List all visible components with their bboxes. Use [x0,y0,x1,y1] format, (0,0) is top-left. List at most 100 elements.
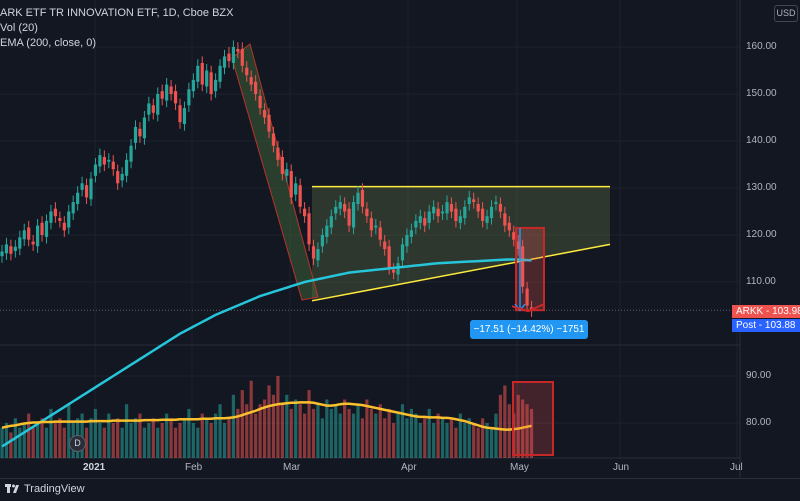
ticker-price-tag: ARKK - 103.98 [732,305,800,318]
candle-body [178,105,182,123]
candle-body [409,230,413,237]
volume-bar [356,404,360,458]
candle-body [303,208,307,217]
chart-legend: ARK ETF TR INNOVATION ETF, 1D, Cboe BZX … [0,6,234,51]
candle-body [512,232,516,240]
volume-bar [156,427,160,458]
volume-bar [169,418,173,458]
volume-bar [507,404,511,458]
candle-body [58,218,62,221]
candle-body [0,251,4,257]
candle-body [89,178,93,200]
volume-bar [67,404,71,458]
volume-bar [485,423,489,458]
volume-bar [325,399,329,458]
candle-body [98,155,102,167]
candle-body [436,208,440,217]
volume-bar [329,408,333,458]
candle-body [18,237,22,249]
candle-body [360,189,365,207]
volume-bar [178,423,182,458]
volume-bar [151,418,155,458]
volume-bar [142,427,146,458]
volume-bar [494,413,498,458]
candle-body [494,202,498,204]
candle-body [31,241,35,245]
volume-bar [400,404,405,458]
candle-body [356,192,360,204]
candle-body [53,208,57,217]
footer-brand[interactable]: TradingView [24,483,85,495]
candle-body [396,263,400,275]
legend-ema[interactable]: EMA (200, close, 0) [0,37,96,49]
candle-body [467,197,471,204]
currency-button[interactable]: USD [774,5,798,22]
legend-volume[interactable]: Vol (20) [0,22,38,34]
ema-200-line [1,258,532,448]
volume-bar [303,413,307,458]
volume-bar [369,408,373,458]
volume-bar [525,404,529,458]
candle-body [298,185,302,207]
volume-bar [93,408,98,458]
candle-body [454,208,458,221]
volume-bar [111,423,115,458]
candle-body [151,105,155,113]
dividend-badge[interactable]: D [69,435,86,452]
volume-bar [418,423,422,458]
candle-body [325,225,329,237]
candle-body [351,202,356,228]
legend-symbol[interactable]: ARK ETF TR INNOVATION ETF, 1D, Cboe BZX [0,7,234,19]
volume-bar [40,418,44,458]
candle-body [120,173,124,181]
candle-body [521,246,525,287]
volume-bar [503,385,507,458]
candle-body [169,86,173,94]
volume-bar [191,423,195,458]
volume-bar [89,418,93,458]
candle-body [267,114,271,132]
candle-body [449,203,454,212]
volume-bar [236,408,240,458]
volume-bar [129,423,133,458]
candle-body [156,94,160,115]
candle-body [311,246,316,259]
volume-ma-line [1,401,532,431]
volume-bar [467,418,471,458]
volume-bar [476,427,480,458]
candle-body [44,220,49,237]
candle-body [205,70,209,87]
volume-bar [334,404,338,458]
volume-bar [347,408,351,458]
candle-body [160,91,164,99]
candle-body [405,235,409,247]
candle-body [374,225,378,228]
candle-body [214,79,218,92]
candle-body [249,77,253,85]
candle-body [71,202,75,214]
volume-bar [498,394,502,458]
price-chart[interactable] [0,0,800,478]
candle-body [142,117,146,139]
volume-bar [427,408,431,458]
volume-bar [392,423,396,458]
volume-bar [289,408,293,458]
candle-body [489,206,494,219]
candle-body [13,246,17,251]
candle-body [182,108,187,125]
post-price-tag: Post - 103.88 [732,319,800,332]
volume-bar [209,423,213,458]
volume-bar [102,427,106,458]
volume-bar [271,394,276,458]
tradingview-logo-icon[interactable] [5,484,19,495]
y-axis-label: 150.00 [746,88,777,99]
volume-bar [249,380,253,458]
candle-body [458,216,462,223]
candle-body [125,159,129,176]
candle-body [173,91,178,104]
volume-bar [107,413,111,458]
volume-bar [4,423,9,458]
volume-bar [227,418,231,458]
volume-bar [36,423,40,458]
candle-body [476,203,480,212]
